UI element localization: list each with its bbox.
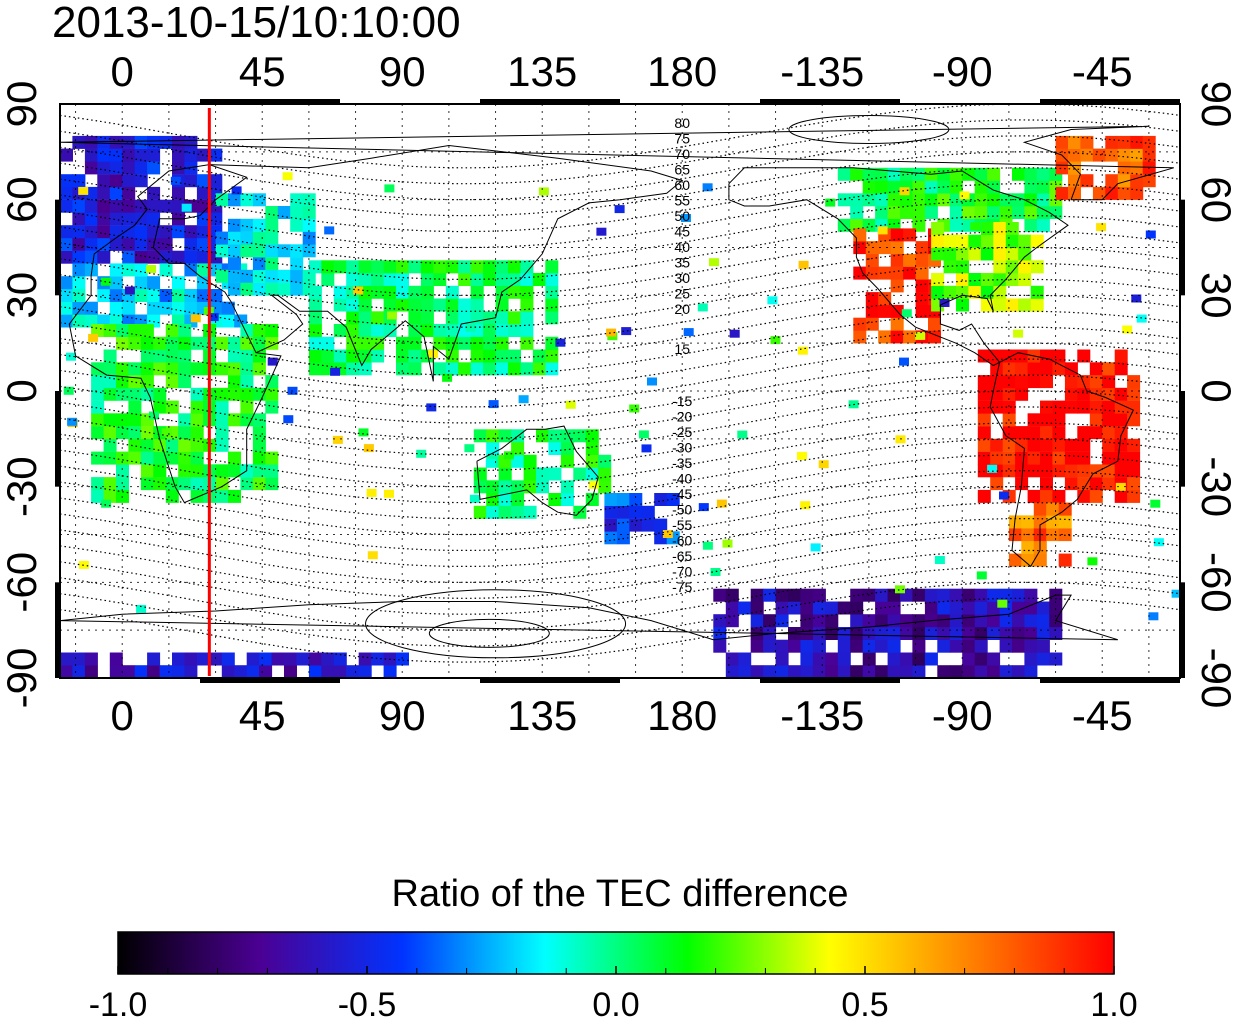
coast-north-america (728, 167, 1069, 367)
contour-label-north-7: 45 (674, 224, 690, 240)
contour-label-north-11: 25 (674, 286, 690, 302)
coast-asia (209, 144, 684, 382)
tec-region-3 (91, 324, 279, 503)
contour-label-south-5: -40 (672, 471, 692, 487)
figure-title: 2013-10-15/10:10:00 (52, 0, 461, 47)
contour-label-south-11: -70 (672, 564, 692, 580)
lon-tick-top-2: 90 (379, 48, 426, 95)
lon-tick-bottom-7: -45 (1072, 692, 1133, 739)
contour-label-south-2: -25 (672, 424, 692, 440)
axis-tick-labels: 0 45 90 135 180 -135 -90 -45 0 45 90 135 180 -135 -90 -… (0, 48, 1240, 739)
lon-tick-bottom-5: -135 (780, 692, 864, 739)
contour-label-south-6: -45 (672, 486, 692, 502)
lat-tick-left-1: 60 (0, 176, 45, 223)
contour-label-south-3: -30 (672, 440, 692, 456)
contour-label-south-0: -15 (672, 393, 692, 409)
contour-label-north-8: 40 (674, 239, 690, 255)
lat-tick-right-0: 90 (1193, 81, 1240, 128)
lat-tick-left-0: 90 (0, 81, 45, 128)
lat-tick-right-3: 0 (1193, 379, 1240, 402)
tec-region-13 (713, 588, 1063, 678)
lon-tick-top-3: 135 (507, 48, 577, 95)
lat-tick-left-3: 0 (0, 379, 45, 402)
contour-label-north-2: 70 (674, 146, 690, 162)
coast-south-america (989, 352, 1134, 568)
colorbar-tick-4: 1.0 (1090, 986, 1137, 1024)
tec-region-12 (1055, 135, 1156, 200)
coast-antarctica (60, 594, 1118, 641)
lat-tick-right-2: 30 (1193, 272, 1240, 319)
tec-region-6 (604, 493, 680, 545)
contour-label-south-9: -60 (672, 533, 692, 549)
contour-label-north-12: 20 (674, 301, 690, 317)
coast-australia (476, 425, 599, 516)
frame-tick-bars (55, 99, 1185, 683)
contour-label-south-1: -20 (672, 409, 692, 425)
lon-tick-bottom-6: -90 (932, 692, 993, 739)
magnetic-latitude-contours (60, 104, 1180, 663)
contour-label-north-9: 35 (674, 255, 690, 271)
lon-tick-top-7: -45 (1072, 48, 1133, 95)
lon-tick-top-0: 0 (111, 48, 134, 95)
lat-tick-right-5: -60 (1193, 552, 1240, 613)
lat-tick-left-6: -90 (0, 648, 45, 709)
lon-tick-top-5: -135 (780, 48, 864, 95)
colorbar-tick-1: -0.5 (338, 986, 397, 1024)
lat-tick-right-4: -30 (1193, 456, 1240, 517)
contour-label-north-1: 75 (674, 131, 690, 147)
contour-label-north-5: 55 (674, 193, 690, 209)
lat-tick-right-6: -90 (1193, 648, 1240, 709)
colorbar-tick-0: -1.0 (89, 986, 148, 1024)
contour-label-south-12: -75 (672, 579, 692, 595)
tec-region-14 (60, 652, 409, 678)
lon-tick-top-4: 180 (647, 48, 717, 95)
contour-label-north-3: 65 (674, 162, 690, 178)
colorbar-tick-3: 0.5 (841, 986, 888, 1024)
colorbar-ticks: -1.0 -0.5 0.0 0.5 1.0 (89, 966, 1138, 1024)
lon-tick-bottom-0: 0 (111, 692, 134, 739)
lon-tick-bottom-1: 45 (239, 692, 286, 739)
lat-tick-right-1: 60 (1193, 176, 1240, 223)
coast-greenland (60, 125, 1174, 201)
contour-label-north-0: 80 (674, 115, 690, 131)
contour-label-south-4: -35 (672, 455, 692, 471)
lon-tick-top-6: -90 (932, 48, 993, 95)
contour-label-south-8: -55 (672, 517, 692, 533)
contour-label-north-6: 50 (674, 208, 690, 224)
contour-label-north-4: 60 (674, 177, 690, 193)
lat-tick-left-2: 30 (0, 272, 45, 319)
contour-label-south-10: -65 (672, 548, 692, 564)
tec-region-4 (308, 260, 559, 376)
lon-tick-bottom-2: 90 (379, 692, 426, 739)
lon-tick-top-1: 45 (239, 48, 286, 95)
lat-tick-left-5: -60 (0, 552, 45, 613)
colorbar-tick-2: 0.0 (592, 986, 639, 1024)
lon-tick-bottom-3: 135 (507, 692, 577, 739)
contour-label-south-7: -50 (672, 502, 692, 518)
lon-tick-bottom-4: 180 (647, 692, 717, 739)
colorbar-title: Ratio of the TEC difference (391, 873, 849, 915)
lat-tick-left-4: -30 (0, 456, 45, 517)
tec-region-10 (977, 349, 1141, 503)
contour-label-north-10: 30 (674, 270, 690, 286)
contour-label-north-13: 15 (674, 341, 690, 357)
